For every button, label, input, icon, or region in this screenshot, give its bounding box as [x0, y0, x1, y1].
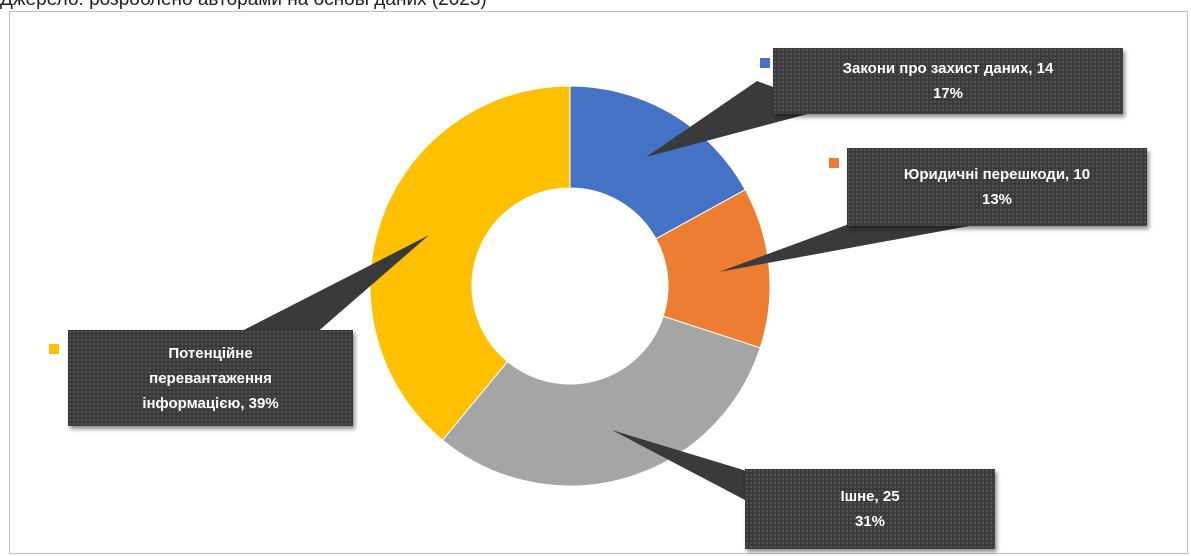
- data-label-line: 17%: [932, 85, 964, 102]
- data-label-line: інформацією, 39%: [142, 394, 279, 412]
- data-label-line: перевантаження: [149, 369, 272, 387]
- data-label-1: Закони про захист даних, 14 17%: [773, 48, 1123, 114]
- data-label-line: Ішне, 25: [840, 488, 900, 505]
- chart-caption: Джерело: розроблено авторами на основі д…: [0, 0, 487, 11]
- legend-key-1: [760, 58, 770, 68]
- data-label-4: Потенційне перевантаження інформацією, 39%: [68, 330, 353, 426]
- slice-4[interactable]: [369, 85, 571, 441]
- data-label-line: Юридичні перешкоди, 10: [903, 166, 1091, 183]
- callout-pointer-3: [611, 430, 760, 500]
- data-label-2: Юридичні перешкоди, 10 13%: [847, 148, 1147, 226]
- slice-1[interactable]: [569, 85, 746, 240]
- data-label-line: 31%: [854, 513, 886, 530]
- data-label-line: Закони про захист даних, 14: [842, 60, 1054, 77]
- slice-3[interactable]: [441, 315, 761, 487]
- data-label-line: 13%: [981, 191, 1013, 208]
- data-label-line: Потенційне: [168, 344, 253, 362]
- callout-pointer-4: [236, 235, 429, 334]
- legend-key-2: [829, 158, 839, 168]
- data-label-3: Ішне, 25 31%: [745, 469, 995, 549]
- legend-key-4: [49, 344, 59, 354]
